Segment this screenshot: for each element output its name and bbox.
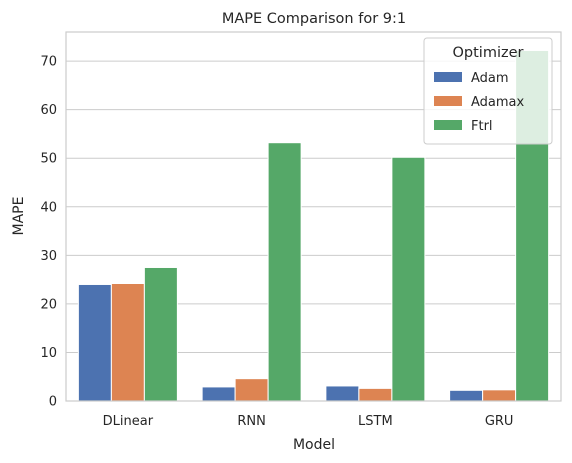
x-axis-label: Model	[293, 437, 335, 453]
x-tick-label: RNN	[237, 414, 265, 429]
y-tick-label: 60	[40, 103, 57, 118]
bar-ftrl-lstm	[391, 156, 426, 402]
y-tick-label: 20	[40, 297, 57, 312]
bar-adamax-rnn	[234, 378, 269, 402]
bar-adamax-lstm	[358, 387, 393, 402]
y-tick-label: 10	[40, 346, 57, 361]
x-tick-label: LSTM	[358, 414, 393, 429]
bar-adam-gru	[449, 389, 484, 402]
bar-adam-rnn	[201, 386, 236, 402]
bar-ftrl-dlinear	[143, 266, 178, 402]
bar-adam-lstm	[325, 385, 360, 402]
bar-adamax-dlinear	[110, 283, 145, 402]
legend-swatch	[434, 72, 462, 82]
legend-items: Adam Adamax Ftrl	[434, 71, 525, 134]
bar-ftrl-rnn	[267, 142, 302, 402]
y-tick-label: 70	[40, 55, 57, 70]
x-tick-label: DLinear	[103, 414, 154, 429]
legend: Optimizer Adam Adamax Ftrl	[423, 37, 553, 145]
legend-swatch	[434, 120, 462, 130]
legend-label: Adamax	[471, 95, 525, 110]
bar-adam-dlinear	[77, 283, 112, 402]
y-ticks: 0 10 20 30 40 50 60 70	[40, 55, 57, 410]
legend-box	[423, 37, 553, 145]
bars	[77, 49, 550, 402]
legend-title: Optimizer	[453, 45, 524, 61]
legend-swatch	[434, 96, 462, 106]
plot-frame	[65, 31, 562, 402]
y-tick-label: 30	[40, 249, 57, 264]
bar-adamax-gru	[482, 389, 517, 402]
chart-title: MAPE Comparison for 9:1	[222, 11, 406, 27]
legend-label: Adam	[471, 71, 509, 86]
y-tick-label: 50	[40, 152, 57, 167]
x-tick-label: GRU	[485, 414, 514, 429]
legend-label: Ftrl	[471, 119, 493, 134]
y-tick-label: 0	[49, 395, 57, 410]
y-tick-label: 40	[40, 200, 57, 215]
x-ticks: DLinear RNN LSTM GRU	[103, 414, 514, 429]
y-axis-label: MAPE	[11, 197, 27, 236]
